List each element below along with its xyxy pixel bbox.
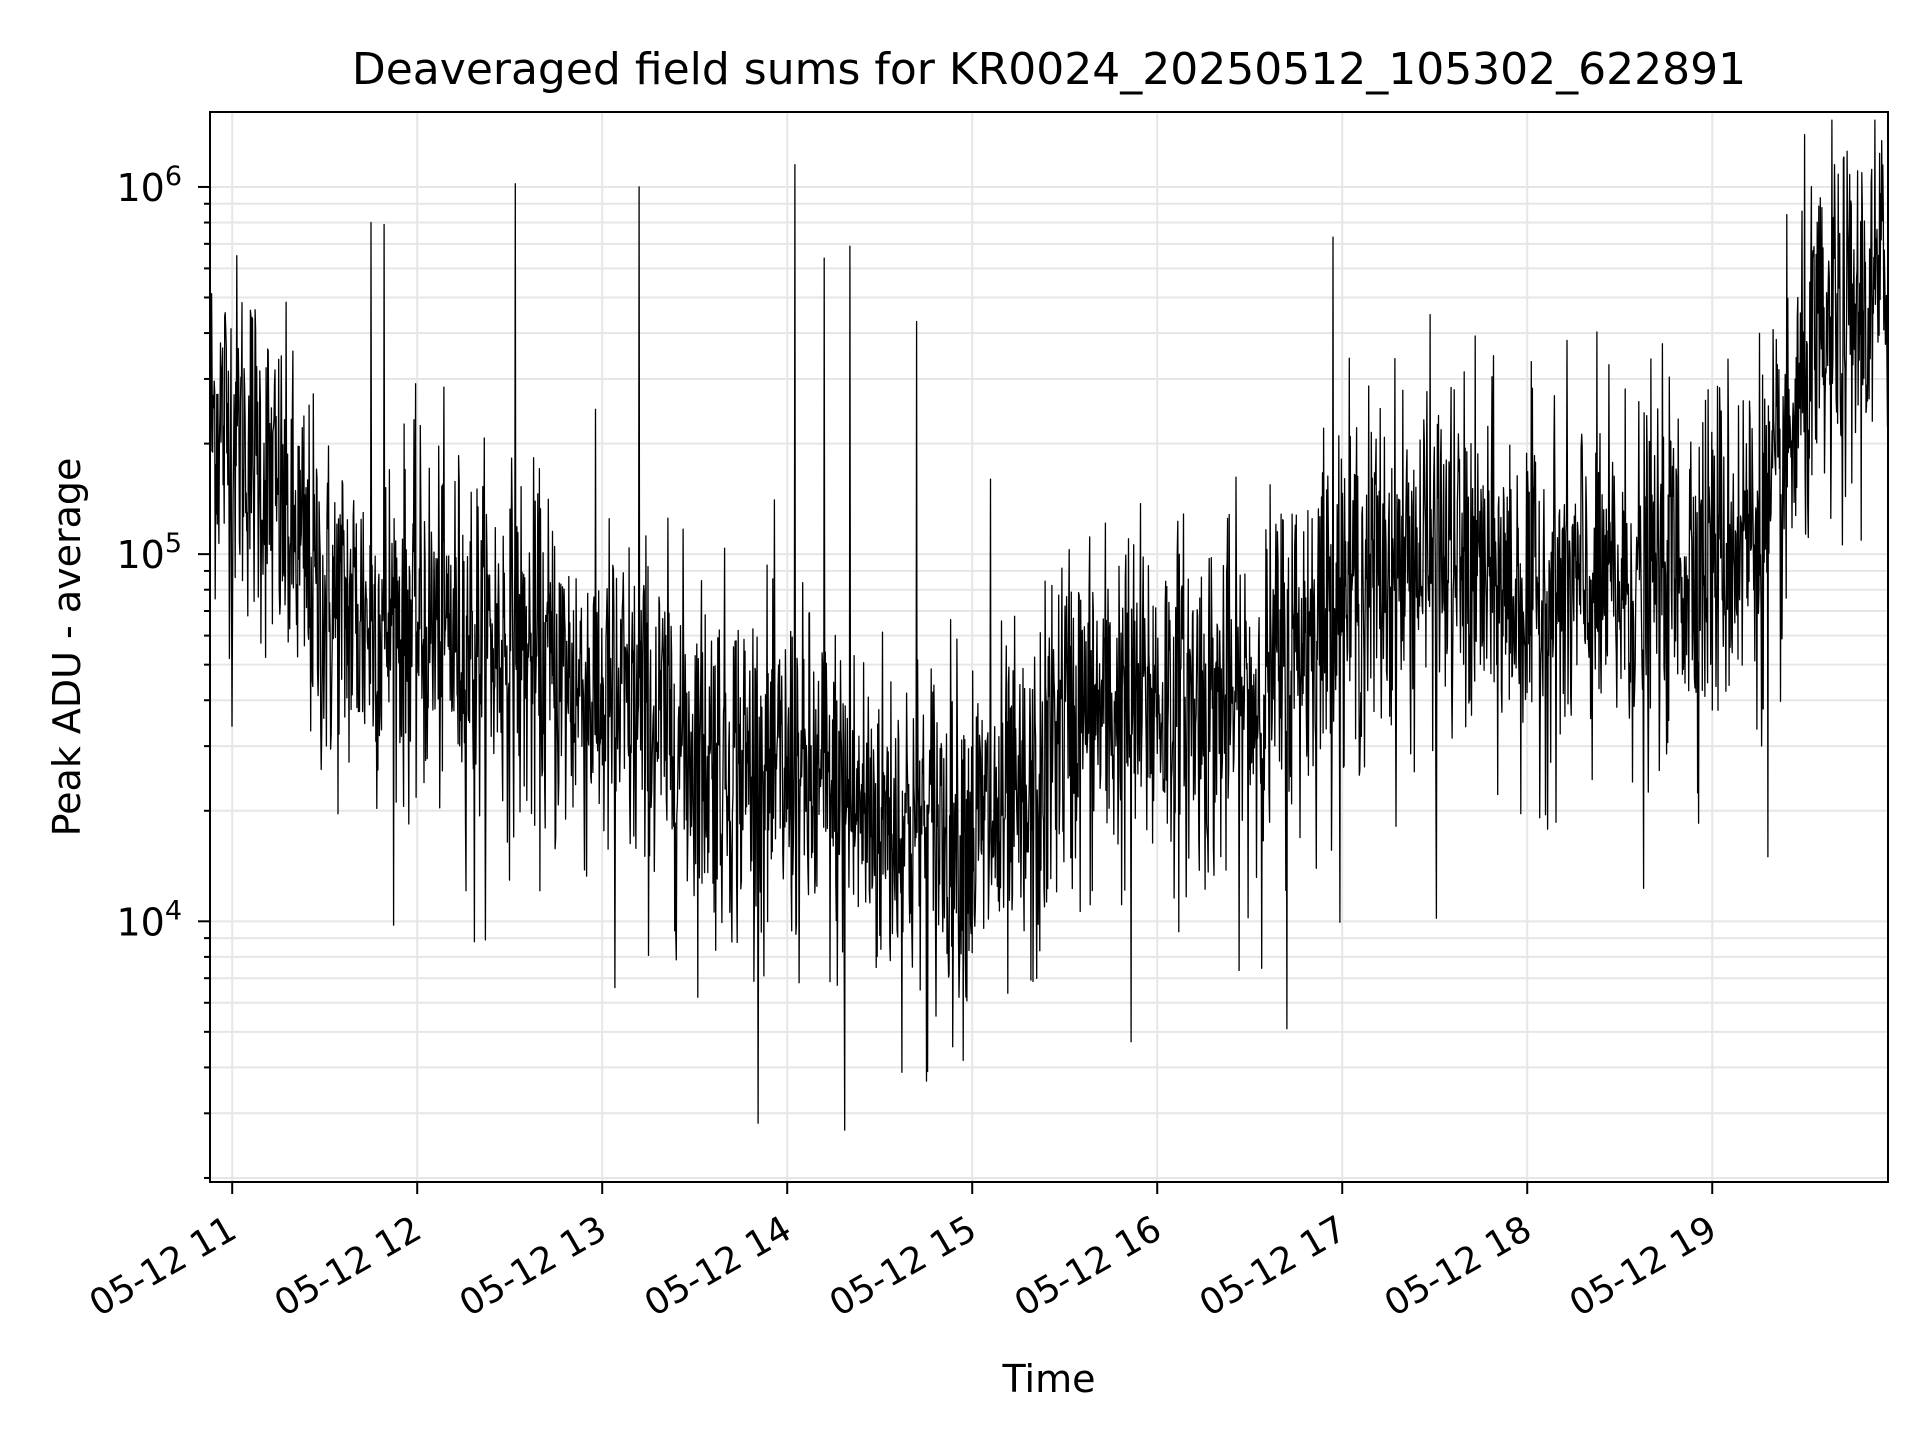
y-axis-label: Peak ADU - average xyxy=(45,458,89,837)
series-layer xyxy=(209,119,1889,1131)
y-tick-label: 104 xyxy=(116,895,182,944)
y-axis: 104 105 106 xyxy=(116,161,210,1179)
chart-title: Deaveraged field sums for KR0024_2025051… xyxy=(352,44,1746,95)
series-line xyxy=(209,119,1889,1131)
y-tick-label: 106 xyxy=(116,161,182,210)
y-tick-label: 105 xyxy=(116,528,182,577)
x-axis-label: Time xyxy=(1002,1357,1096,1401)
plot-frame xyxy=(209,111,1889,1183)
